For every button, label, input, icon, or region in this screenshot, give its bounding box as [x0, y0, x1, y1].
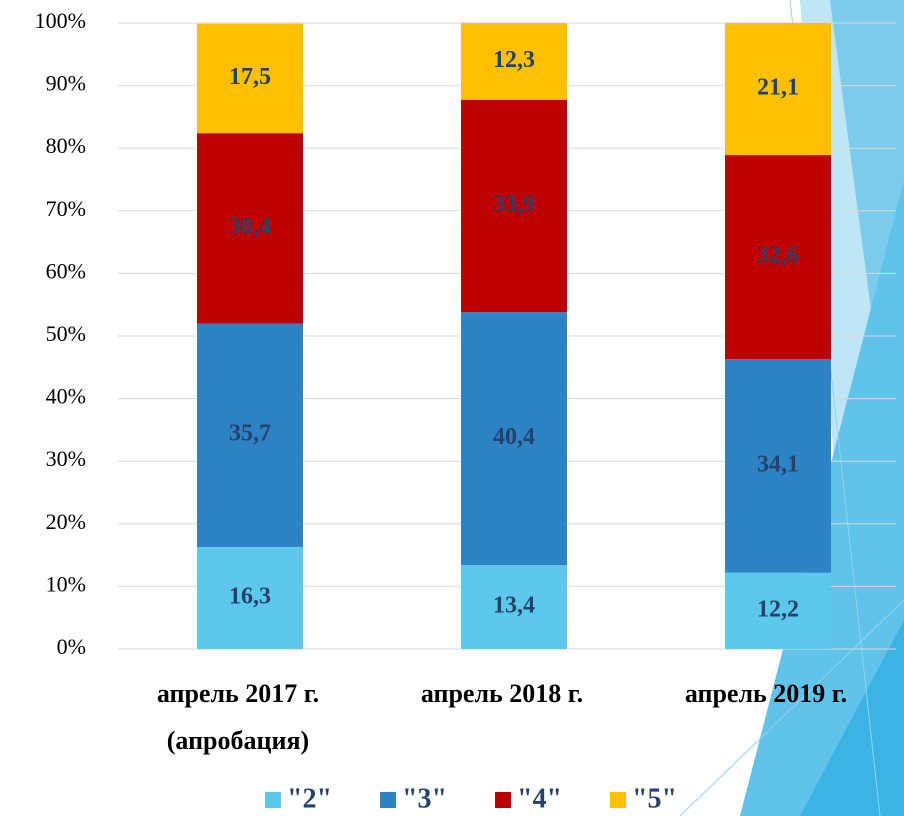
y-tick-label: 30% — [46, 446, 86, 471]
bar-segment — [725, 155, 831, 360]
legend-label: "2" — [287, 783, 332, 814]
value-label: 21,1 — [757, 75, 799, 101]
x-tick-label: апрель 2019 г. — [684, 679, 848, 708]
y-tick-label: 20% — [46, 509, 86, 534]
y-tick-label: 90% — [46, 71, 86, 96]
value-label: 32,6 — [757, 243, 799, 269]
x-tick-label: апрель 2017 г. (апробация) — [156, 679, 320, 755]
legend-swatch — [610, 792, 626, 808]
y-tick-label: 80% — [46, 133, 86, 158]
value-label: 35,7 — [229, 421, 271, 447]
value-label: 16,3 — [229, 583, 271, 609]
bar-segment — [725, 359, 831, 573]
bar-segment — [197, 133, 303, 324]
bar-segment — [461, 312, 567, 566]
y-tick-label: 60% — [46, 258, 86, 283]
value-label: 33,9 — [493, 192, 535, 218]
bar-segment — [197, 323, 303, 547]
value-label: 17,5 — [229, 64, 271, 90]
legend-label: "5" — [632, 783, 677, 814]
value-label: 40,4 — [493, 424, 535, 450]
bar-segment — [725, 572, 831, 649]
y-tick-label: 40% — [46, 384, 86, 409]
bar-segment — [197, 546, 303, 649]
bar-segment — [197, 23, 303, 134]
x-tick-label: апрель 2018 г. — [420, 679, 584, 708]
y-tick-label: 0% — [57, 634, 86, 659]
value-label: 12,2 — [757, 596, 799, 622]
legend-swatch — [380, 792, 396, 808]
y-tick-label: 10% — [46, 571, 86, 596]
y-tick-label: 70% — [46, 196, 86, 221]
y-tick-label: 100% — [35, 8, 86, 33]
value-label: 13,4 — [493, 593, 535, 619]
legend-swatch — [495, 792, 511, 808]
legend-swatch — [265, 792, 281, 808]
bar-segment — [461, 565, 567, 649]
value-label: 34,1 — [757, 451, 799, 477]
value-label: 30,4 — [229, 214, 271, 240]
legend-label: "4" — [517, 783, 562, 814]
value-label: 12,3 — [493, 47, 535, 73]
legend-label: "3" — [402, 783, 447, 814]
y-tick-label: 50% — [46, 321, 86, 346]
bar-segment — [461, 23, 567, 100]
bar-segment — [725, 23, 831, 156]
bar-segment — [461, 99, 567, 313]
